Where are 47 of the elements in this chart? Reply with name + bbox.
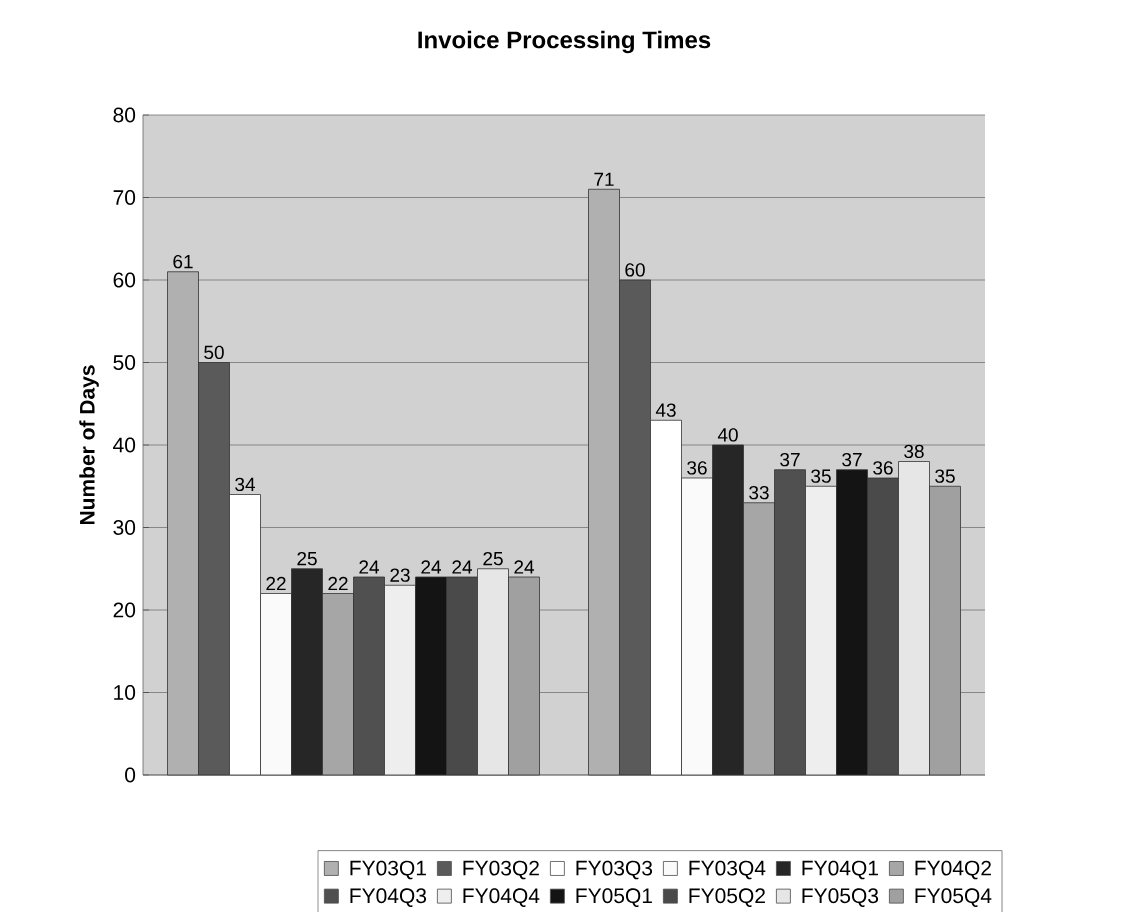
legend-label: FY04Q1 (802, 860, 878, 880)
legend-label: FY05Q3 (802, 888, 879, 907)
legend-label: FY04Q4 (463, 888, 540, 907)
data-label: 61 (173, 254, 193, 269)
y-tick-label: 20 (113, 602, 136, 618)
data-label: 36 (873, 461, 893, 475)
data-label: 24 (359, 560, 380, 574)
y-tick-label: 30 (113, 520, 136, 535)
data-label: 24 (421, 560, 442, 574)
data-label: 34 (235, 477, 256, 492)
data-label: 43 (655, 403, 676, 417)
chart-title: Invoice Processing Times (418, 30, 711, 54)
y-tick-label: 40 (113, 437, 136, 453)
data-label: 24 (514, 560, 535, 574)
legend-label: FY04Q2 (915, 860, 991, 880)
legend-label: FY03Q4 (689, 860, 766, 880)
data-label: 36 (687, 461, 707, 475)
data-label: 22 (266, 576, 286, 591)
legend-label: FY05Q4 (915, 888, 992, 907)
data-label: 22 (328, 576, 348, 591)
legend-label: FY03Q3 (576, 860, 653, 880)
data-label: 50 (204, 345, 224, 360)
legend-label: FY03Q1 (350, 860, 426, 880)
data-label: 35 (811, 469, 831, 483)
data-label: 37 (842, 452, 862, 467)
legend-label: FY03Q2 (463, 860, 539, 880)
data-label: 33 (749, 485, 769, 500)
data-label: 71 (594, 172, 614, 186)
y-tick-label: 60 (113, 272, 136, 288)
data-label: 25 (483, 551, 503, 566)
data-label: 35 (935, 469, 955, 483)
legend-label: FY05Q2 (689, 888, 765, 907)
y-tick-label: 50 (113, 355, 136, 370)
y-tick-label: 10 (114, 685, 136, 700)
y-axis-title: Number of Days (79, 365, 99, 525)
data-label: 25 (297, 551, 317, 566)
y-tick-label: 0 (125, 767, 136, 783)
data-label: 60 (625, 263, 645, 277)
legend-label: FY05Q1 (576, 888, 652, 907)
legend-label: FY04Q3 (350, 888, 427, 907)
y-tick-label: 80 (113, 107, 136, 123)
data-label: 40 (717, 428, 738, 442)
data-label: 24 (452, 560, 473, 574)
data-label: 37 (780, 452, 800, 467)
y-tick-label: 70 (113, 190, 136, 205)
data-label: 23 (390, 568, 410, 582)
data-label: 38 (904, 444, 924, 459)
